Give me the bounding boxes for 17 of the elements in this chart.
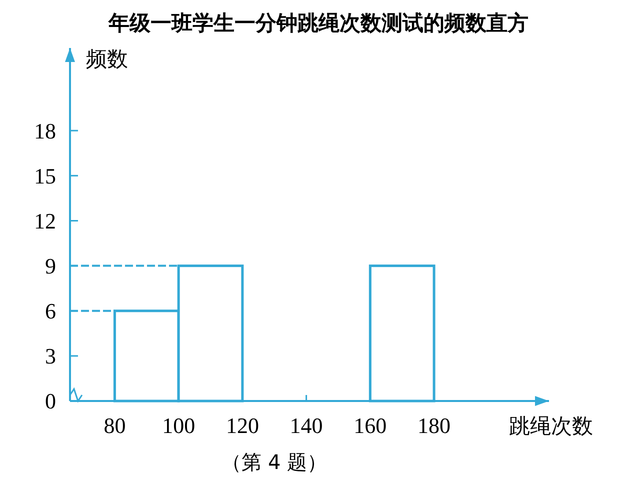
y-tick-label: 9 [45,254,56,279]
y-tick-label: 3 [45,344,56,369]
x-tick-label: 120 [226,413,259,438]
x-tick-label: 160 [354,413,387,438]
x-tick-label: 140 [290,413,323,438]
text: （第 4 题） [222,450,328,474]
y-tick-label: 15 [34,163,56,188]
y-tick-label: 0 [45,388,56,414]
y-tick-label: 6 [45,298,56,324]
y-tick-label: 12 [34,208,56,234]
x-tick-label: 180 [418,413,451,438]
chart-title: 年级一班学生一分钟跳绳次数测试的频数直方 [108,11,528,35]
x-axis-title: 跳绳次数 [509,414,593,438]
x-tick-label: 80 [104,413,126,438]
y-axis-title: 频数 [86,47,128,71]
x-tick-label: 100 [162,413,196,438]
y-tick-label: 18 [34,118,56,144]
